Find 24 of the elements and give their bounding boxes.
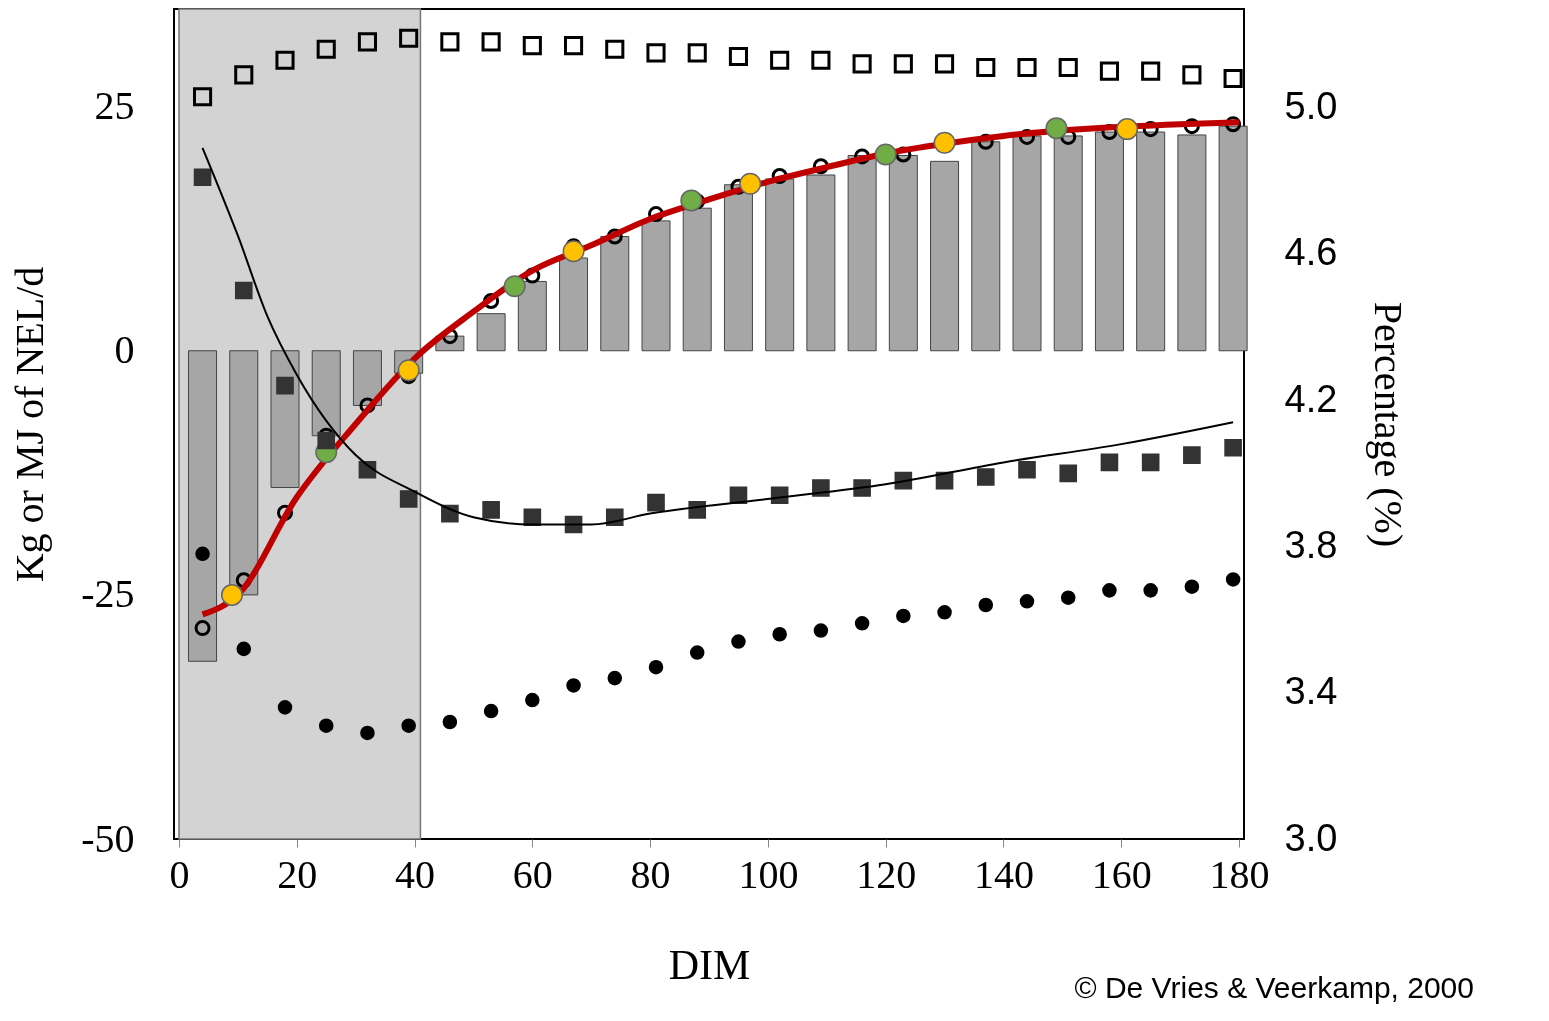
- x-tick-label: 80: [630, 851, 671, 897]
- x-tick-label: 40: [395, 851, 436, 897]
- x-axis-title: DIM: [668, 941, 751, 988]
- text: © De Vries & Veerkamp, 2000: [1074, 971, 1474, 1004]
- x-tick-label: 180: [1209, 851, 1270, 897]
- y2-tick-label: 4.2: [1284, 377, 1338, 420]
- x-tick-label: 100: [738, 851, 799, 897]
- y2-tick-label: 4.6: [1284, 231, 1338, 274]
- x-tick-label: 0: [169, 851, 190, 897]
- y2-tick-label: 5.0: [1284, 85, 1338, 128]
- x-tick-label: 160: [1091, 851, 1152, 897]
- y2-axis-title: Percentage (%): [1366, 301, 1412, 548]
- y2-tick-label: 3.0: [1284, 816, 1338, 859]
- y-axis-title: Kg or MJ of NEL/d: [7, 266, 53, 583]
- x-tick-label: 120: [856, 851, 917, 897]
- y-tick-label: 0: [114, 327, 135, 373]
- y2-tick-label: 3.4: [1284, 670, 1338, 713]
- x-tick-label: 140: [973, 851, 1034, 897]
- x-tick-label: 60: [512, 851, 553, 897]
- x-tick-label: 20: [277, 851, 318, 897]
- y-tick-label: 25: [94, 83, 135, 129]
- y2-tick-label: 3.8: [1284, 523, 1338, 566]
- y-tick-label: -50: [81, 815, 135, 861]
- y-tick-label: -25: [81, 571, 135, 617]
